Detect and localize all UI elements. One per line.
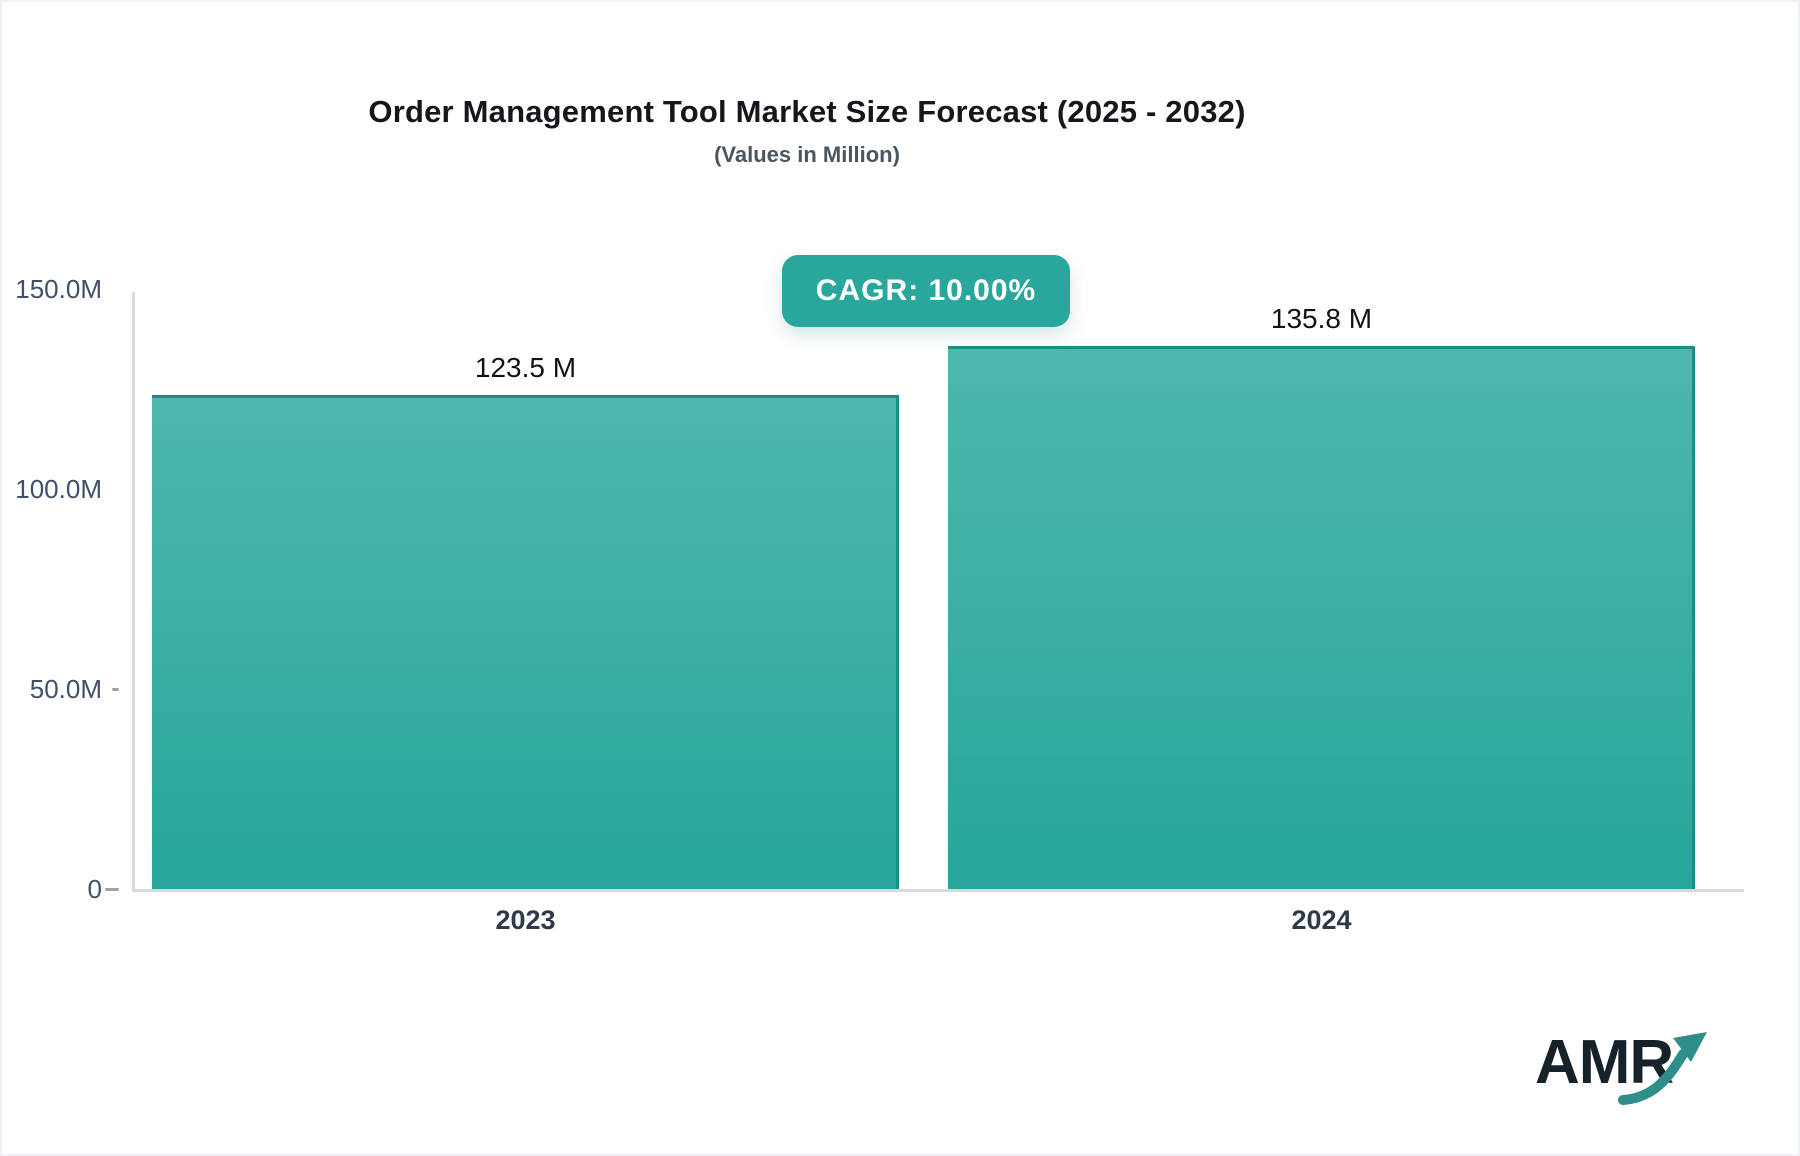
amr-logo-text: AMR	[1535, 1028, 1674, 1097]
x-axis-line	[134, 889, 1744, 892]
bar-value-label: 123.5 M	[474, 352, 577, 383]
amr-logo: AMR	[1535, 1032, 1735, 1132]
bar-2023[interactable]	[152, 395, 899, 889]
x-axis-label: 2023	[495, 905, 556, 935]
x-axis-label: 2024	[1291, 905, 1352, 935]
cagr-badge: CAGR: 10.00%	[782, 255, 1070, 327]
cagr-badge-label: CAGR: 10.00%	[815, 274, 1037, 307]
y-axis-line	[132, 292, 135, 892]
growth-arrow-icon	[1618, 1032, 1707, 1105]
chart-subtitle: (Values in Million)	[714, 142, 900, 167]
y-tick-label: 150.0M	[15, 274, 102, 304]
y-tick-mark	[112, 688, 119, 691]
y-tick-label: 50.0M	[29, 674, 102, 704]
bar-value-label: 135.8 M	[1270, 302, 1373, 334]
bar-2024[interactable]	[948, 345, 1695, 889]
y-tick-label: 100.0M	[15, 474, 102, 504]
chart-title: Order Management Tool Market Size Foreca…	[368, 94, 1246, 129]
y-tick-label: 0	[87, 874, 102, 904]
chart-header: Order Management Tool Market Size Foreca…	[2, 94, 1612, 168]
y-tick-mark	[105, 888, 119, 891]
